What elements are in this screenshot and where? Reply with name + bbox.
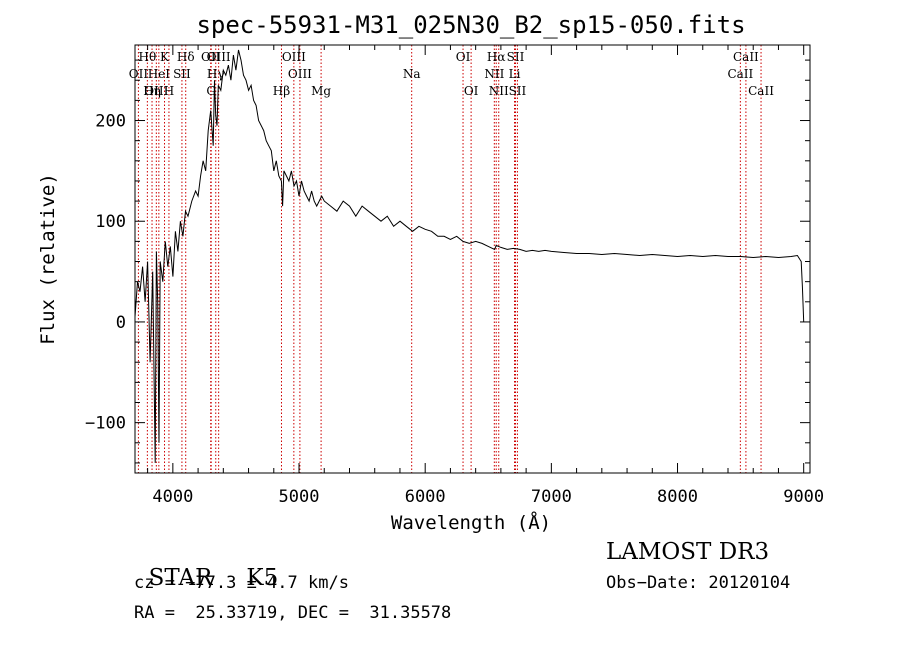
- line-label-9: OII: [201, 50, 221, 64]
- line-label-14: OIII: [282, 50, 306, 64]
- y-tick-label-0: −100: [85, 414, 126, 434]
- subclass-value: K5: [246, 565, 279, 591]
- x-tick-label-4: 8000: [657, 487, 698, 507]
- line-label-8: Hδ: [177, 50, 195, 64]
- line-label-16: Mg: [311, 84, 331, 98]
- y-tick-label-3: 200: [95, 112, 126, 132]
- x-tick-label-3: 7000: [531, 487, 572, 507]
- x-tick-label-5: 9000: [783, 487, 824, 507]
- axis-ticks: 4000 5000 6000 7000 8000 9000 −100 0 100 200: [85, 45, 824, 507]
- class-value: STAR: [148, 565, 213, 591]
- line-label-1: OII: [129, 67, 149, 81]
- line-label-19: OI: [464, 84, 479, 98]
- line-label-6: H: [164, 84, 174, 98]
- obs-date-text: Obs−Date: 20120104: [606, 573, 791, 593]
- chart-title: spec-55931-M31_025N30_B2_sp15-050.fits: [196, 11, 745, 39]
- plot-frame: [134, 44, 811, 474]
- line-label-23: SII: [507, 50, 525, 64]
- line-label-26: CaII: [733, 50, 759, 64]
- line-label-11: G: [206, 84, 216, 98]
- y-axis-label: Flux (relative): [37, 173, 59, 345]
- x-tick-label-1: 5000: [279, 487, 320, 507]
- object-class: STAR K5: [134, 539, 279, 591]
- line-label-0: Hθ: [139, 50, 157, 64]
- line-label-17: Na: [403, 67, 421, 81]
- redshift-text: cz = −77.3 ± 4.7 km/s: [134, 573, 349, 593]
- spectral-line-markers: [137, 45, 762, 473]
- line-label-3: HeI: [148, 67, 171, 81]
- line-label-21: NII: [484, 67, 504, 81]
- line-label-2: OIII: [144, 84, 168, 98]
- line-label-15: OIII: [288, 67, 312, 81]
- line-label-20: Hα: [487, 50, 506, 64]
- x-tick-label-0: 4000: [152, 487, 193, 507]
- line-label-4: K: [160, 50, 170, 64]
- survey-name: LAMOST DR3: [606, 539, 770, 565]
- x-tick-label-2: 6000: [405, 487, 446, 507]
- coordinates-text: RA = 25.33719, DEC = 31.35578: [134, 603, 452, 623]
- line-label-7: SII: [173, 67, 191, 81]
- line-label-25: SII: [509, 84, 527, 98]
- line-label-18: OI: [456, 50, 471, 64]
- line-label-28: CaII: [748, 84, 774, 98]
- line-label-27: CaII: [727, 67, 753, 81]
- y-tick-label-2: 100: [95, 212, 126, 232]
- line-label-24: Li: [509, 67, 521, 81]
- x-axis-label: Wavelength (Å): [391, 511, 551, 534]
- spectrum-series-line: [134, 49, 805, 463]
- line-label-13: Hβ: [273, 84, 290, 98]
- line-label-5: Hη: [143, 84, 161, 98]
- line-label-10: Hγ: [207, 67, 225, 81]
- line-label-12: OIII: [207, 50, 231, 64]
- y-tick-label-1: 0: [116, 313, 126, 333]
- line-label-22: NII: [489, 84, 509, 98]
